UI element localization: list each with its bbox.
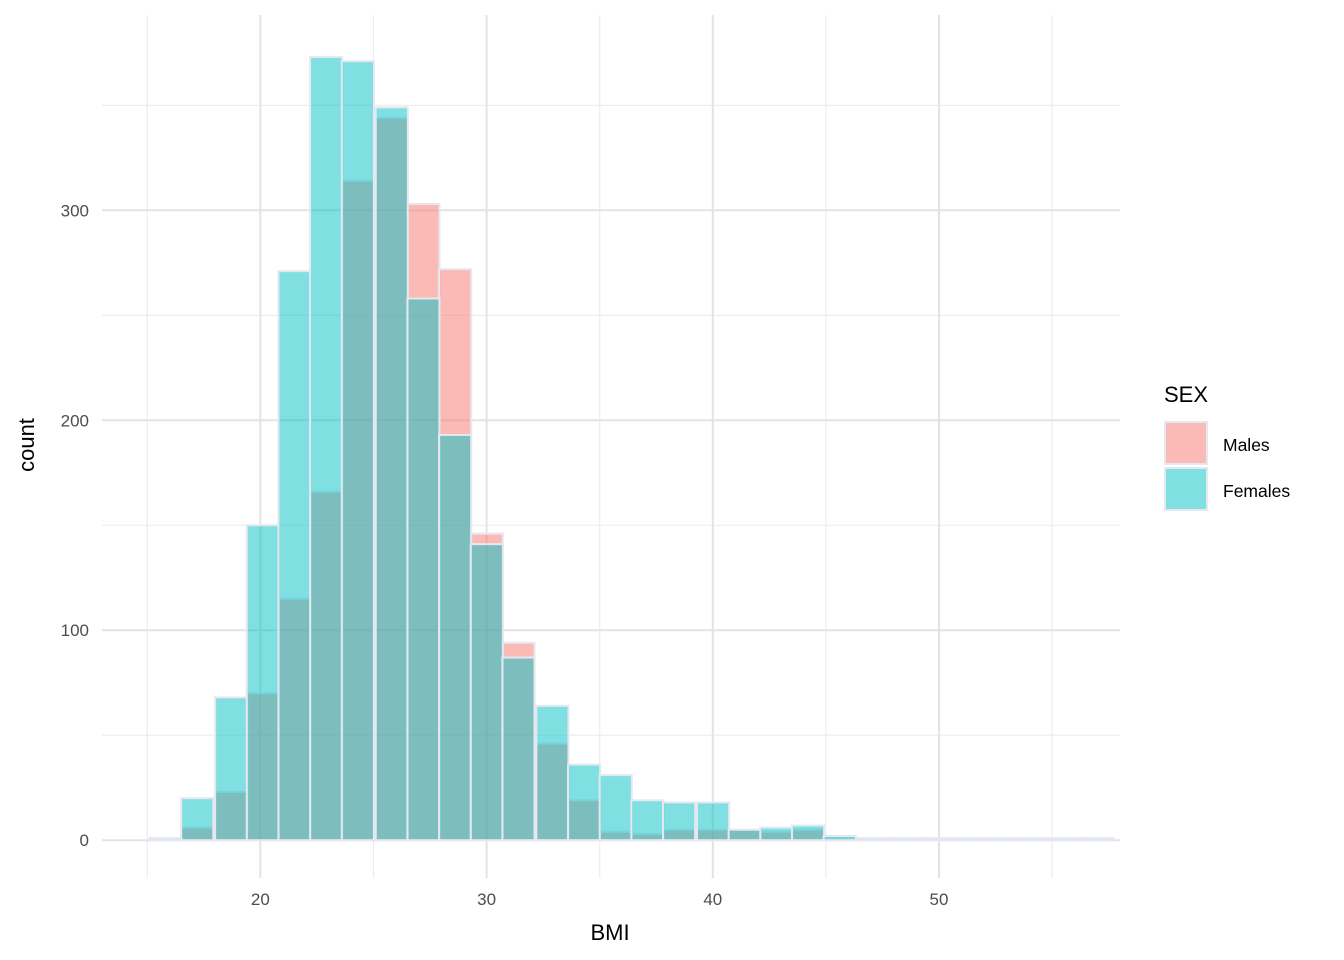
female-bar — [567, 763, 602, 842]
females-bars — [148, 55, 1115, 842]
female-bar — [630, 799, 665, 842]
female-bar — [374, 106, 409, 842]
female-bar — [759, 826, 794, 842]
y-tick-label: 200 — [61, 411, 89, 430]
female-bar — [822, 835, 857, 842]
female-bar — [245, 524, 280, 842]
female-bar — [438, 433, 473, 842]
female-bar — [535, 704, 570, 842]
female-bar — [856, 837, 891, 842]
female-bar — [501, 656, 536, 842]
legend-key-females — [1164, 467, 1208, 511]
female-bar — [1017, 837, 1052, 842]
female-bar — [951, 837, 986, 842]
female-bar — [1048, 837, 1083, 842]
x-tick-label: 20 — [251, 890, 270, 909]
female-bar — [277, 270, 312, 842]
female-bar — [695, 801, 731, 842]
female-bar — [598, 774, 633, 842]
x-axis-title: BMI — [590, 920, 629, 945]
female-bar — [309, 55, 344, 842]
y-tick-label: 0 — [80, 831, 89, 850]
female-bar — [1080, 837, 1115, 842]
legend-key-males — [1164, 421, 1208, 465]
female-bar — [983, 837, 1018, 842]
legend: SEX Males Females — [1164, 382, 1290, 511]
female-bar — [919, 837, 955, 842]
female-bar — [148, 837, 183, 842]
female-bar — [180, 797, 215, 842]
legend-label-males: Males — [1223, 435, 1270, 455]
x-tick-label: 30 — [477, 890, 496, 909]
female-bar — [727, 828, 762, 842]
y-axis-title: count — [14, 418, 39, 472]
female-bar — [888, 837, 923, 842]
female-bar — [469, 543, 504, 842]
x-axis-tick-labels: 20 30 40 50 — [251, 890, 949, 909]
female-bar — [662, 801, 697, 842]
legend-label-females: Females — [1223, 481, 1290, 501]
female-bar — [214, 696, 249, 842]
y-tick-label: 100 — [61, 621, 89, 640]
x-tick-label: 40 — [703, 890, 722, 909]
female-bar — [340, 60, 375, 842]
y-tick-label: 300 — [61, 201, 89, 220]
y-axis-tick-labels: 0 100 200 300 — [61, 201, 89, 850]
legend-title: SEX — [1164, 382, 1208, 407]
female-bar — [790, 824, 826, 842]
x-tick-label: 50 — [930, 890, 949, 909]
female-bar — [406, 297, 441, 842]
